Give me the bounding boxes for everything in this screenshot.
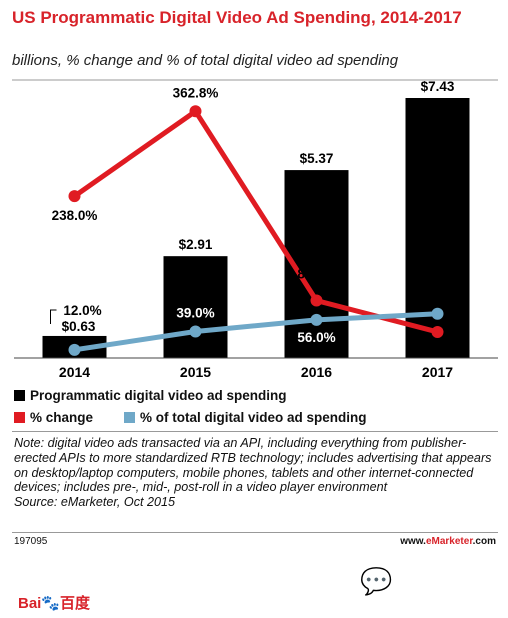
share-label-2017: 65.0% [418, 289, 456, 304]
legend-item-bars: Programmatic digital video ad spending [14, 388, 287, 403]
share-label-2015: 39.0% [176, 305, 214, 320]
change-point-2016 [310, 294, 323, 307]
paw-icon: 🐾 [41, 595, 61, 612]
legend-label-share: % of total digital video ad spending [140, 410, 367, 425]
change-point-2014 [68, 190, 81, 203]
footer-divider [12, 532, 498, 533]
x-tick-2015: 2015 [180, 364, 211, 380]
site-suffix: .com [472, 536, 496, 547]
site-brand: eMarketer [425, 536, 473, 547]
note-divider [12, 431, 498, 432]
legend-swatch-bars [14, 390, 25, 401]
change-point-2015 [189, 105, 202, 118]
legend-swatch-change [14, 412, 25, 423]
bar-label-2016: $5.37 [300, 151, 334, 166]
combo-chart: 2014 2015 2016 2017 $0.63 $2.91 $5.37 $7.43 238.… [12, 79, 498, 380]
site-prefix: www. [400, 536, 426, 547]
bar-label-2015: $2.91 [179, 237, 213, 252]
x-tick-2016: 2016 [301, 364, 332, 380]
legend-item-share: % of total digital video ad spending [124, 410, 367, 425]
x-tick-2017: 2017 [422, 364, 453, 380]
share-label-2016: 56.0% [297, 330, 335, 345]
chat-bubble-icon: 💬 [360, 566, 393, 596]
baidu-logo-chinese: 百度 [60, 595, 91, 612]
legend-item-change: % change [14, 410, 93, 425]
change-point-2017 [431, 325, 444, 338]
source-text: Source: eMarketer, Oct 2015 [14, 495, 176, 510]
note-text: Note: digital video ads transacted via a… [14, 436, 492, 495]
bar-label-2017: $7.43 [421, 79, 455, 94]
change-label-2015: 362.8% [173, 85, 219, 100]
bar-label-2014: $0.63 [62, 319, 96, 334]
chart-title: US Programmatic Digital Video Ad Spendin… [12, 8, 462, 27]
share-point-2015 [189, 325, 202, 338]
share-point-2014 [68, 343, 81, 356]
chart-subtitle: billions, % change and % of total digita… [12, 52, 399, 69]
share-line [74, 311, 438, 353]
label-leader-2014 [50, 309, 57, 324]
legend-label-change: % change [30, 410, 94, 425]
legend-label-bars: Programmatic digital video ad spending [30, 388, 287, 403]
change-label-2016: 84.5% [297, 267, 335, 282]
note-block: Note: digital video ads transacted via a… [14, 436, 498, 510]
change-line [73, 108, 439, 335]
legend-swatch-share [124, 412, 135, 423]
chart-id: 197095 [14, 536, 48, 547]
share-label-2014: 12.0% [63, 303, 101, 318]
change-label-2017: 38.3% [418, 340, 456, 355]
site-link[interactable]: www.eMarketer.com [400, 536, 496, 547]
baidu-logo-latin: Bai [18, 595, 42, 612]
bar-2015 [163, 256, 228, 358]
share-point-2017 [431, 307, 444, 320]
share-point-2016 [310, 313, 323, 326]
change-label-2014: 238.0% [52, 208, 98, 223]
baidu-logo: Bai🐾百度 [18, 592, 90, 613]
x-tick-2014: 2014 [59, 364, 90, 380]
